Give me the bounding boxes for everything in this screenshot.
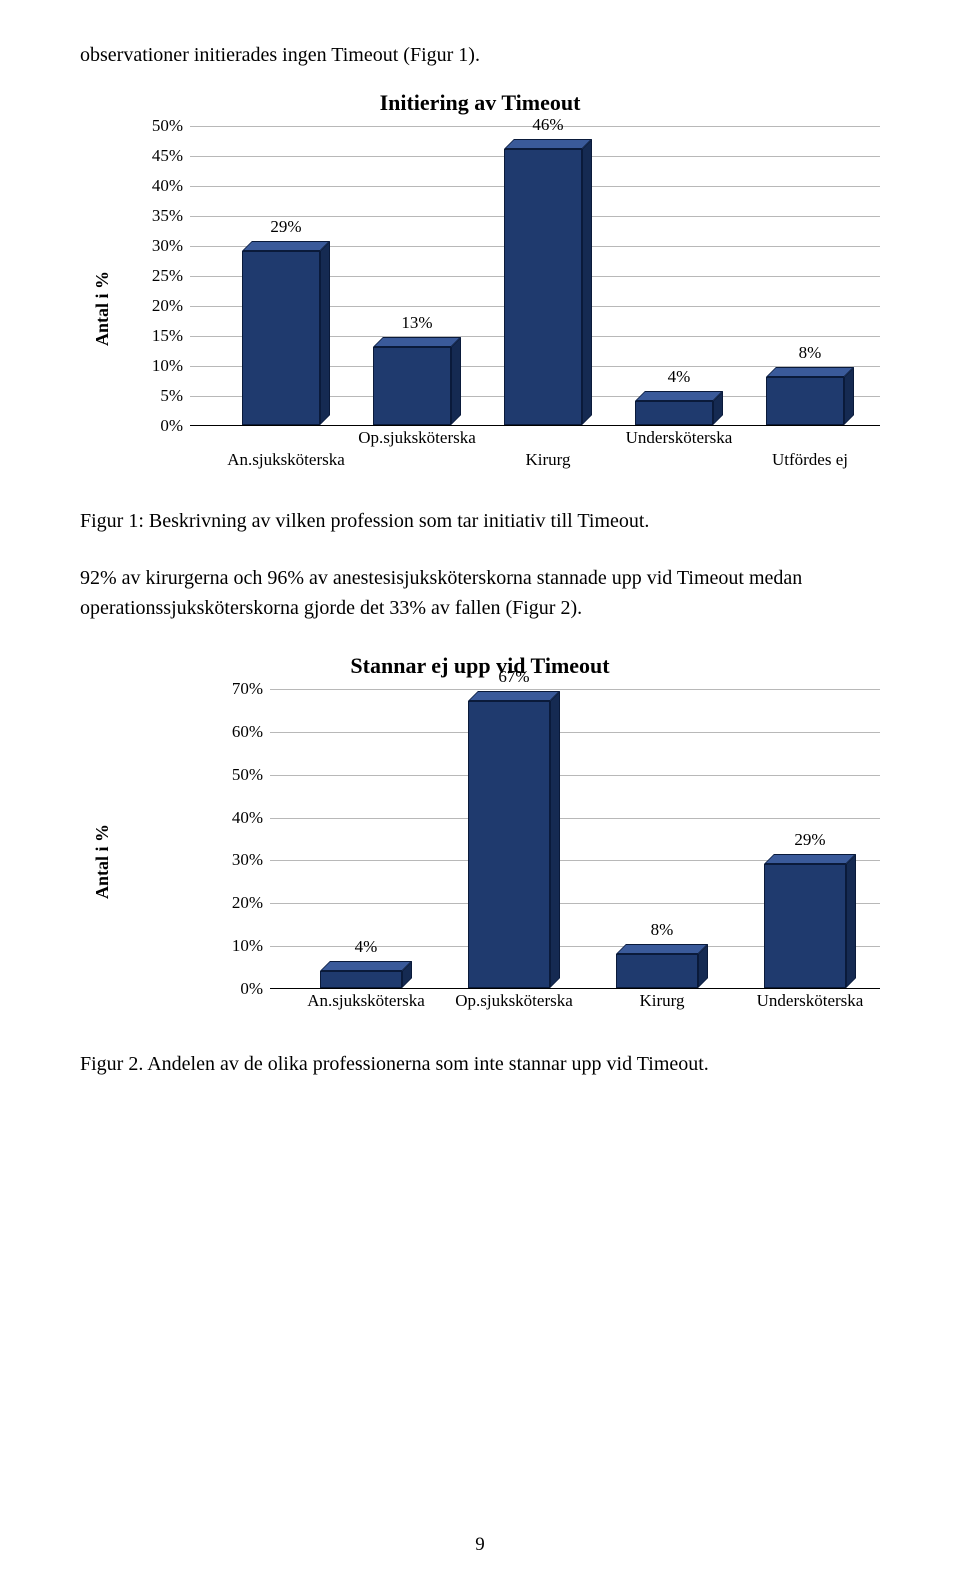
chart-2-xaxis: An.sjuksköterskaOp.sjuksköterskaKirurgUn… (270, 989, 880, 1035)
intro-text: observationer initierades ingen Timeout … (80, 40, 880, 70)
bar-front (320, 971, 402, 988)
bar-front (504, 149, 582, 425)
bar-front (242, 251, 320, 425)
bar-top (504, 139, 592, 149)
bar-top (373, 337, 461, 347)
ytick-label: 20% (215, 893, 263, 913)
figure-1-caption: Figur 1: Beskrivning av vilken professio… (80, 510, 880, 533)
ytick-label: 5% (135, 386, 183, 406)
bar: 67% (468, 691, 560, 988)
chart-1-ylabel: Antal i % (92, 271, 113, 346)
ytick-label: 25% (135, 266, 183, 286)
mid-paragraph: 92% av kirurgerna och 96% av anestesisju… (80, 563, 880, 623)
bar: 4% (320, 961, 412, 988)
bar-front (373, 347, 451, 425)
bar-value-label: 13% (373, 313, 461, 333)
bar-front (635, 401, 713, 425)
bar-front (764, 864, 846, 988)
xtick-label: Op.sjuksköterska (439, 991, 589, 1011)
bar-side (582, 139, 592, 425)
bar-value-label: 46% (504, 115, 592, 135)
bars: 29% 13% 46% 4% 8% (190, 126, 880, 425)
chart-2-area: Antal i % 0%10%20%30%40%50%60%70%4%67%8%… (80, 689, 880, 1029)
bar-front (766, 377, 844, 425)
bar: 13% (373, 337, 461, 425)
ytick-label: 0% (135, 416, 183, 436)
bar-value-label: 67% (468, 667, 560, 687)
page: observationer initierades ingen Timeout … (0, 0, 960, 1580)
xtick-label: Undersköterska (735, 991, 885, 1011)
ytick-label: 60% (215, 722, 263, 742)
bar-front (468, 701, 550, 988)
ytick-label: 10% (135, 356, 183, 376)
ytick-label: 35% (135, 206, 183, 226)
xtick-label: Undersköterska (604, 428, 754, 448)
ytick-label: 10% (215, 936, 263, 956)
chart-1-plot: 0%5%10%15%20%25%30%35%40%45%50%29%13%46%… (190, 126, 880, 426)
bar: 4% (635, 391, 723, 425)
bar-side (550, 691, 560, 988)
bar-top (766, 367, 854, 377)
bar-side (451, 337, 461, 425)
xtick-label: Kirurg (587, 991, 737, 1011)
chart-1: Initiering av Timeout Antal i % 0% 5% 10% 1… (80, 90, 880, 486)
bar-side (846, 854, 856, 988)
bar-value-label: 29% (764, 830, 856, 850)
bar: 29% (242, 241, 330, 425)
bar-side (320, 241, 330, 425)
bar-value-label: 8% (616, 920, 708, 940)
ytick-label: 45% (135, 146, 183, 166)
bar: 29% (764, 854, 856, 988)
bar: 46% (504, 139, 592, 425)
ytick-label: 30% (215, 850, 263, 870)
ytick-label: 20% (135, 296, 183, 316)
bar-value-label: 4% (320, 937, 412, 957)
chart-1-area: Antal i % 0%5%10%15%20%25%30%35%40%45%50… (80, 126, 880, 486)
bar-value-label: 4% (635, 367, 723, 387)
chart-2: Stannar ej upp vid Timeout Antal i % 0%1… (80, 653, 880, 1029)
chart-1-title: Initiering av Timeout (80, 90, 880, 116)
chart-1-xaxis: An.sjuksköterskaOp.sjuksköterskaKirurgUn… (190, 426, 880, 472)
xtick-label: An.sjuksköterska (291, 991, 441, 1011)
chart-2-plot: 0%10%20%30%40%50%60%70%4%67%8%29% (270, 689, 880, 989)
xtick-label: Op.sjuksköterska (342, 428, 492, 448)
bar: 8% (766, 367, 854, 425)
bar-front (616, 954, 698, 988)
xtick-label: Kirurg (473, 450, 623, 470)
bar-top (635, 391, 723, 401)
bar-value-label: 29% (242, 217, 330, 237)
figure-2-caption: Figur 2. Andelen av de olika professione… (80, 1053, 880, 1076)
ytick-label: 70% (215, 679, 263, 699)
bar-top (764, 854, 856, 864)
ytick-label: 50% (135, 116, 183, 136)
ytick-label: 0% (215, 979, 263, 999)
chart-2-ylabel: Antal i % (92, 824, 113, 899)
bar: 8% (616, 944, 708, 988)
ytick-label: 30% (135, 236, 183, 256)
ytick-label: 50% (215, 765, 263, 785)
ytick-label: 40% (135, 176, 183, 196)
bar-value-label: 8% (766, 343, 854, 363)
bar-top (616, 944, 708, 954)
ytick-label: 40% (215, 808, 263, 828)
bar-top (320, 961, 412, 971)
xtick-label: Utfördes ej (735, 450, 885, 470)
bar-top (242, 241, 330, 251)
bar-top (468, 691, 560, 701)
page-number: 9 (0, 1534, 960, 1556)
ytick-label: 15% (135, 326, 183, 346)
xtick-label: An.sjuksköterska (211, 450, 361, 470)
bar-side (844, 367, 854, 425)
bars: 4% 67% 8% 29% (270, 689, 880, 988)
